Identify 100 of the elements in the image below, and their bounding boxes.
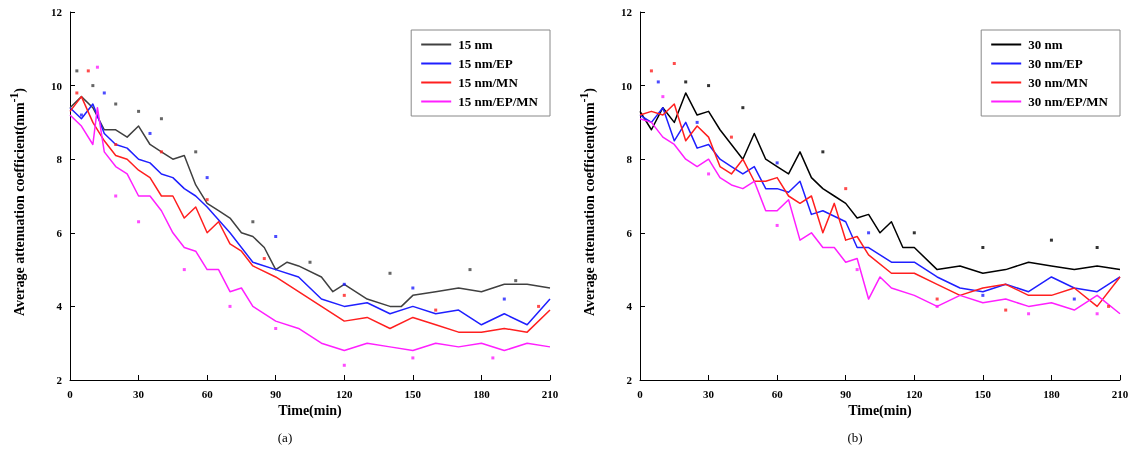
point [114, 142, 118, 146]
point [775, 223, 779, 227]
y-tick-label: 4 [626, 300, 633, 313]
point [491, 356, 495, 360]
text: (b) [846, 430, 864, 446]
point [228, 304, 232, 308]
legend-label: 15 nm/EP [458, 56, 513, 71]
point [91, 84, 95, 88]
x-tick-label: 210 [541, 387, 559, 400]
point [114, 194, 118, 198]
y-tick-label: 10 [51, 79, 63, 92]
point [649, 69, 653, 73]
point [729, 135, 733, 139]
x-tick-label: 90 [840, 387, 852, 400]
y-tick-label: 8 [56, 153, 63, 166]
point [194, 150, 198, 154]
point [205, 198, 209, 202]
point [661, 95, 665, 99]
x-tick-label: 90 [270, 387, 282, 400]
point [75, 91, 79, 95]
point [308, 260, 312, 264]
y-tick-label: 12 [51, 6, 63, 18]
y-tick-label: 6 [626, 226, 633, 239]
point [537, 304, 541, 308]
point [205, 176, 209, 180]
y-tick-label: 4 [56, 300, 63, 313]
legend-label: 15 nm [458, 37, 493, 52]
legend-label: 30 nm/EP/MN [1028, 94, 1109, 109]
x-tick-label: 120 [336, 387, 354, 400]
point [79, 113, 83, 117]
point [981, 246, 985, 250]
point [935, 297, 939, 301]
x-tick-label: 60 [771, 387, 784, 400]
point [75, 69, 79, 73]
point [821, 150, 825, 154]
point [707, 172, 711, 176]
point [935, 304, 939, 308]
x-tick-label: 120 [906, 387, 924, 400]
point [182, 268, 186, 272]
legend-label: 30 nm [1028, 37, 1063, 52]
point [159, 150, 163, 154]
legend-label: 30 nm/EP [1028, 56, 1083, 71]
point [707, 84, 711, 88]
point [148, 131, 152, 135]
x-tick-label: 180 [1043, 387, 1061, 400]
x-axis-title: Time(min) [848, 403, 913, 420]
point [434, 308, 438, 312]
x-tick-label: 0 [637, 387, 644, 400]
point [672, 62, 676, 66]
legend-label: 15 nm/MN [458, 75, 519, 90]
point [137, 109, 141, 113]
x-axis-title: Time(min) [278, 403, 343, 420]
point [912, 231, 916, 235]
point [1049, 238, 1053, 242]
legend-label: 30 nm/MN [1028, 75, 1089, 90]
point [137, 220, 141, 224]
point [468, 268, 472, 272]
y-tick-label: 2 [56, 374, 63, 386]
point [656, 80, 660, 84]
point [844, 187, 848, 191]
x-tick-label: 150 [404, 387, 422, 400]
point [95, 65, 99, 69]
point [342, 363, 346, 367]
point [86, 69, 90, 73]
legend-label: 15 nm/EP/MN [458, 94, 539, 109]
point [514, 279, 518, 283]
point [114, 102, 118, 106]
point [411, 356, 415, 360]
y-tick-label: 8 [626, 153, 633, 166]
point [1072, 297, 1076, 301]
point [274, 326, 278, 330]
y-tick-label: 6 [56, 226, 63, 239]
x-tick-label: 210 [1111, 387, 1129, 400]
point [1107, 304, 1111, 308]
y-tick-label: 10 [621, 79, 633, 92]
y-tick-label: 2 [626, 374, 633, 386]
point [1095, 312, 1099, 316]
point [684, 80, 688, 84]
x-tick-label: 180 [473, 387, 491, 400]
x-tick-label: 0 [67, 387, 74, 400]
text: (a) [276, 430, 294, 446]
point [159, 117, 163, 121]
x-tick-label: 150 [974, 387, 992, 400]
point [342, 293, 346, 297]
point [695, 120, 699, 124]
point [342, 282, 346, 286]
point [1095, 246, 1099, 250]
point [262, 257, 266, 261]
point [411, 286, 415, 290]
point [867, 231, 871, 235]
point [274, 234, 278, 238]
x-tick-label: 30 [133, 387, 145, 400]
x-tick-label: 60 [201, 387, 214, 400]
x-tick-label: 30 [703, 387, 715, 400]
point [741, 106, 745, 110]
point [981, 293, 985, 297]
point [388, 271, 392, 275]
point [251, 220, 255, 224]
point [855, 268, 859, 272]
point [1027, 312, 1031, 316]
